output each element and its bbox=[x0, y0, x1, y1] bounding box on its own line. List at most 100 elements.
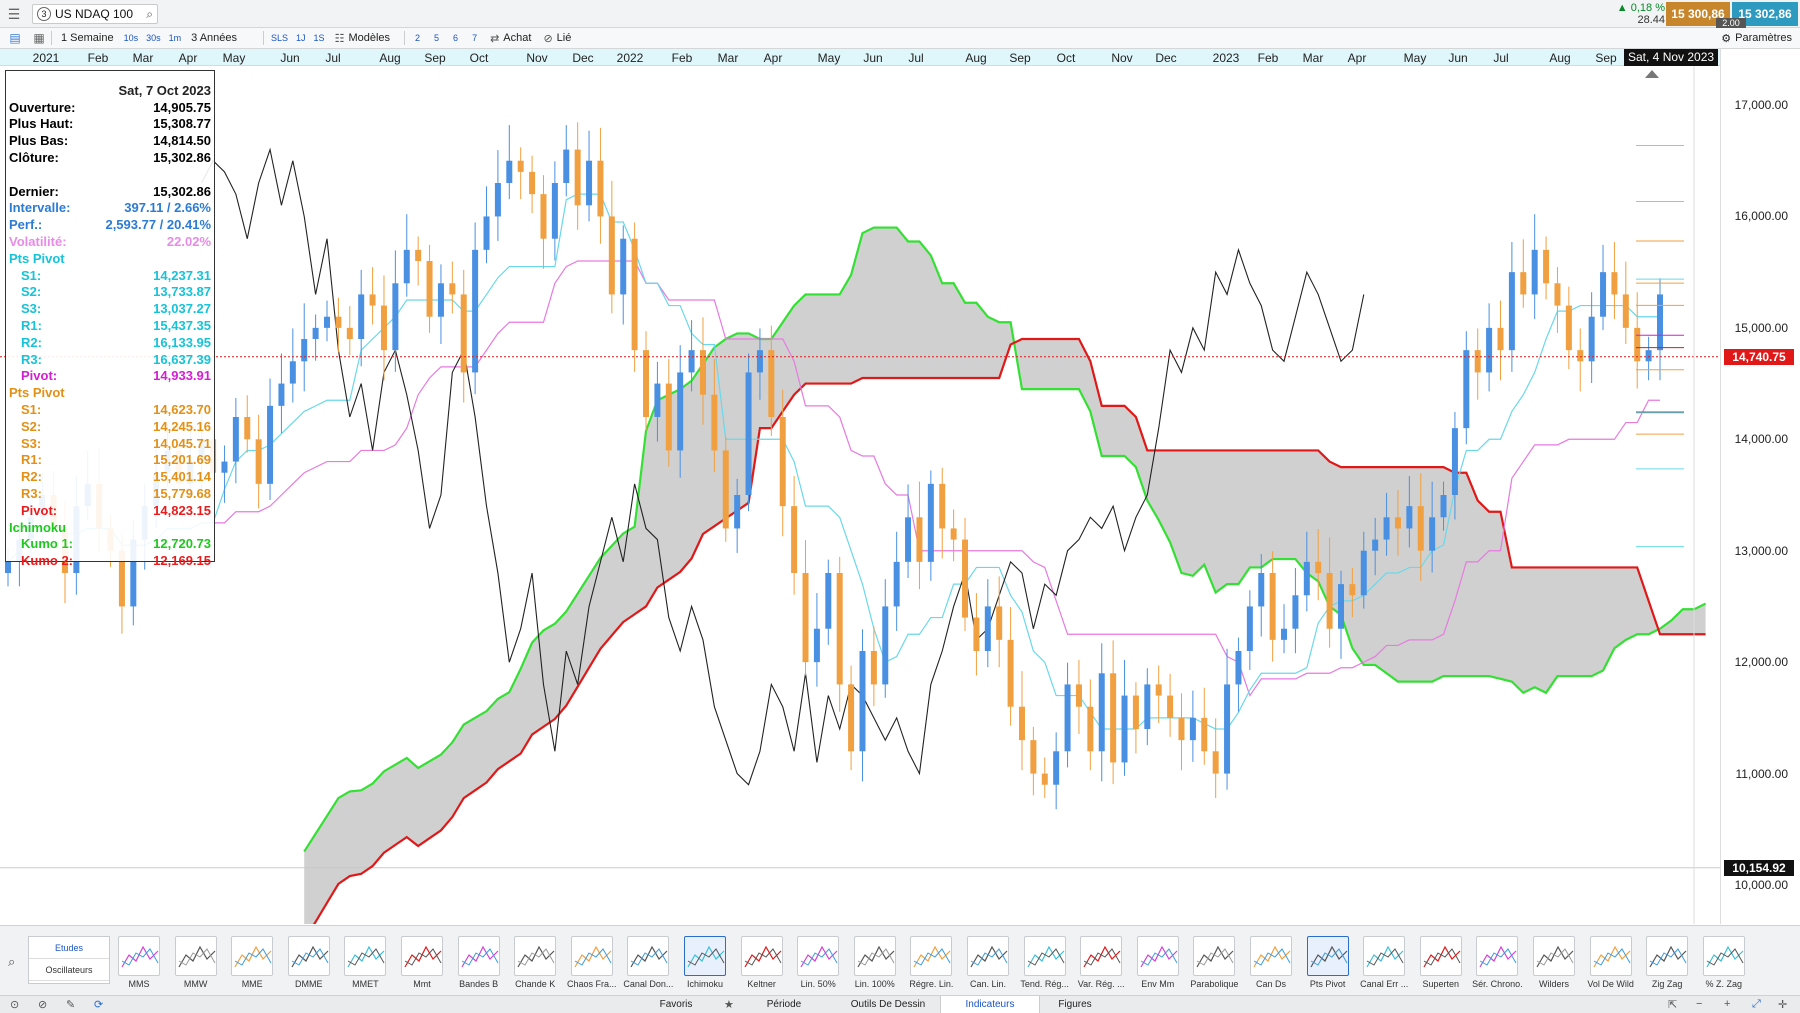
sell-price-button[interactable]: 15 300,86 bbox=[1666, 2, 1730, 26]
indicator-label[interactable]: Vol De Wild bbox=[1587, 979, 1634, 989]
bottom-tab-figures[interactable]: Figures bbox=[1058, 999, 1092, 1010]
indicator-thumb-mms[interactable] bbox=[118, 936, 160, 976]
indicator-thumb-lin-100-[interactable] bbox=[853, 936, 896, 976]
indicator-label[interactable]: Var. Rég. ... bbox=[1077, 979, 1125, 989]
bottom-tab-indicateurs[interactable]: Indicateurs bbox=[940, 996, 1040, 1013]
indicator-search-icon[interactable]: ⌕ bbox=[8, 954, 16, 969]
period-selector[interactable]: 1 Semaine bbox=[61, 32, 114, 44]
indicator-label[interactable]: Can Ds bbox=[1255, 979, 1287, 989]
layout-grid-icon[interactable]: ▦ bbox=[33, 31, 45, 45]
indicator-label[interactable]: Bandes B bbox=[459, 979, 499, 989]
expand-icon[interactable]: ⇱ bbox=[1668, 999, 1678, 1011]
interval-1m[interactable]: 1m bbox=[168, 33, 182, 43]
indicator-thumb--z-zag[interactable] bbox=[1702, 936, 1745, 976]
bottom-tab-favoris[interactable]: Favoris bbox=[659, 999, 693, 1010]
layout-5[interactable]: 5 bbox=[434, 33, 440, 43]
no-entry-icon[interactable]: ⊘ bbox=[38, 999, 48, 1011]
indicator-thumb-tend-r-g-[interactable] bbox=[1023, 936, 1066, 976]
indicator-label[interactable]: Ichimoku bbox=[686, 979, 724, 989]
models-button[interactable]: ☷ Modèles bbox=[329, 28, 396, 49]
crosshair-mode-icon[interactable]: ✛ bbox=[1778, 999, 1788, 1011]
indicator-thumb-can-ds[interactable] bbox=[1250, 936, 1292, 976]
tab-etudes[interactable]: Etudes bbox=[29, 937, 109, 959]
indicator-label[interactable]: DMME bbox=[295, 979, 323, 989]
indicator-thumb-superten[interactable] bbox=[1419, 936, 1462, 976]
tab-oscillateurs[interactable]: Oscillateurs bbox=[29, 959, 109, 981]
indicator-thumb-ichimoku[interactable] bbox=[684, 936, 726, 976]
indicator-thumb-chaos-fra-[interactable] bbox=[570, 936, 613, 976]
indicator-label[interactable]: Can. Lin. bbox=[969, 979, 1007, 989]
interval-10s[interactable]: 10s bbox=[123, 33, 139, 43]
indicator-label[interactable]: MMS bbox=[128, 979, 150, 989]
indicator-thumb-keltner[interactable] bbox=[740, 936, 783, 976]
quick-1j[interactable]: 1J bbox=[296, 33, 306, 43]
indicator-label[interactable]: Parabolique bbox=[1190, 979, 1239, 989]
layout-7[interactable]: 7 bbox=[472, 33, 478, 43]
indicator-thumb-r-gre-lin-[interactable] bbox=[910, 936, 953, 976]
layout-2[interactable]: 2 bbox=[415, 33, 421, 43]
quick-1s[interactable]: 1S bbox=[313, 33, 325, 43]
indicator-thumb-lin-50-[interactable] bbox=[797, 936, 840, 976]
indicator-thumb-mmet[interactable] bbox=[344, 936, 387, 976]
indicator-label[interactable]: Env Mm bbox=[1141, 979, 1175, 989]
search-icon[interactable]: ⌕ bbox=[146, 6, 153, 21]
menu-icon[interactable]: ☰ bbox=[7, 5, 21, 22]
zoom-out-icon[interactable]: − bbox=[1696, 998, 1703, 1010]
indicator-thumb-pts-pivot[interactable] bbox=[1306, 936, 1349, 976]
quick-sls[interactable]: SLS bbox=[271, 33, 289, 43]
buy-button[interactable]: ⇄ Achat bbox=[484, 28, 537, 49]
indicator-thumb-mmt[interactable] bbox=[401, 936, 443, 976]
symbol-selector[interactable]: 3 US NDAQ 100 ⌕ bbox=[32, 4, 158, 24]
indicator-label[interactable]: % Z. Zag bbox=[1705, 979, 1743, 989]
indicator-label[interactable]: MME bbox=[241, 979, 263, 989]
indicator-label[interactable]: Canal Don... bbox=[623, 979, 674, 989]
indicator-label[interactable]: MMW bbox=[183, 979, 208, 989]
indicator-thumb-dmme[interactable] bbox=[287, 936, 330, 976]
indicator-thumb-parabolique[interactable] bbox=[1193, 936, 1236, 976]
indicator-label[interactable]: MMET bbox=[352, 979, 379, 989]
indicator-label[interactable]: Zig Zag bbox=[1651, 979, 1683, 989]
indicator-thumb-wilders[interactable] bbox=[1533, 936, 1575, 976]
bottom-tab-outils-de-dessin[interactable]: Outils De Dessin bbox=[850, 999, 926, 1010]
indicator-thumb-bandes-b[interactable] bbox=[457, 936, 500, 976]
indicator-thumb-chande-k[interactable] bbox=[514, 936, 557, 976]
indicator-label[interactable]: Superten bbox=[1422, 979, 1460, 989]
indicator-label[interactable]: Régre. Lin. bbox=[909, 979, 954, 989]
indicator-label[interactable]: Keltner bbox=[747, 979, 776, 989]
crosshair-icon[interactable]: ⊙ bbox=[10, 999, 20, 1011]
indicator-thumb-mmw[interactable] bbox=[174, 936, 217, 976]
chart-list-icon[interactable]: ▤ bbox=[9, 31, 21, 45]
linked-button[interactable]: ⊘ Lié bbox=[537, 28, 577, 49]
indicator-thumb-env-mm[interactable] bbox=[1136, 936, 1179, 976]
indicator-label[interactable]: Mmt bbox=[413, 979, 431, 989]
indicator-label[interactable]: Chande K bbox=[515, 979, 556, 989]
bottom-tab-p-riode[interactable]: Période bbox=[766, 999, 802, 1010]
indicator-label[interactable]: Sér. Chrono. bbox=[1472, 979, 1523, 989]
pencil-icon[interactable]: ✎ bbox=[66, 999, 76, 1011]
indicator-thumb-can-lin-[interactable] bbox=[967, 936, 1009, 976]
time-axis[interactable]: 2021 Feb Mar Apr May Jun Jul Aug Sep Oct Nov Dec 202… bbox=[0, 49, 1720, 66]
indicator-thumb-canal-err-[interactable] bbox=[1363, 936, 1406, 976]
indicator-label[interactable]: Pts Pivot bbox=[1309, 979, 1346, 989]
indicator-thumb-vol-de-wild[interactable] bbox=[1589, 936, 1632, 976]
range-selector[interactable]: 3 Années bbox=[191, 32, 238, 44]
indicator-label[interactable]: Tend. Rég... bbox=[1020, 979, 1069, 989]
zoom-in-icon[interactable]: + bbox=[1724, 998, 1731, 1010]
indicator-thumb-s-r-chrono-[interactable] bbox=[1476, 936, 1519, 976]
indicator-thumb-var-r-g-[interactable] bbox=[1080, 936, 1123, 976]
price-axis[interactable]: 17,000.00 16,000.00 15,000.00 14,000.00 13,0… bbox=[1720, 49, 1800, 924]
indicator-label[interactable]: Wilders bbox=[1538, 979, 1570, 989]
indicator-thumb-canal-don-[interactable] bbox=[627, 936, 670, 976]
settings-button[interactable]: ⚙ Paramètres bbox=[1721, 32, 1792, 45]
favorite-star-icon[interactable]: ★ bbox=[724, 999, 734, 1011]
indicator-label[interactable]: Lin. 50% bbox=[800, 979, 836, 989]
price-chart[interactable] bbox=[0, 66, 1720, 924]
interval-30s[interactable]: 30s bbox=[146, 33, 161, 43]
indicator-label[interactable]: Chaos Fra... bbox=[567, 979, 617, 989]
magnet-icon[interactable]: ⟳ bbox=[94, 999, 104, 1011]
indicator-label[interactable]: Lin. 100% bbox=[854, 979, 895, 989]
fit-icon[interactable]: ⤢ bbox=[1752, 998, 1761, 1010]
indicator-thumb-zig-zag[interactable] bbox=[1646, 936, 1689, 976]
layout-6[interactable]: 6 bbox=[453, 33, 459, 43]
indicator-label[interactable]: Canal Err ... bbox=[1360, 979, 1409, 989]
